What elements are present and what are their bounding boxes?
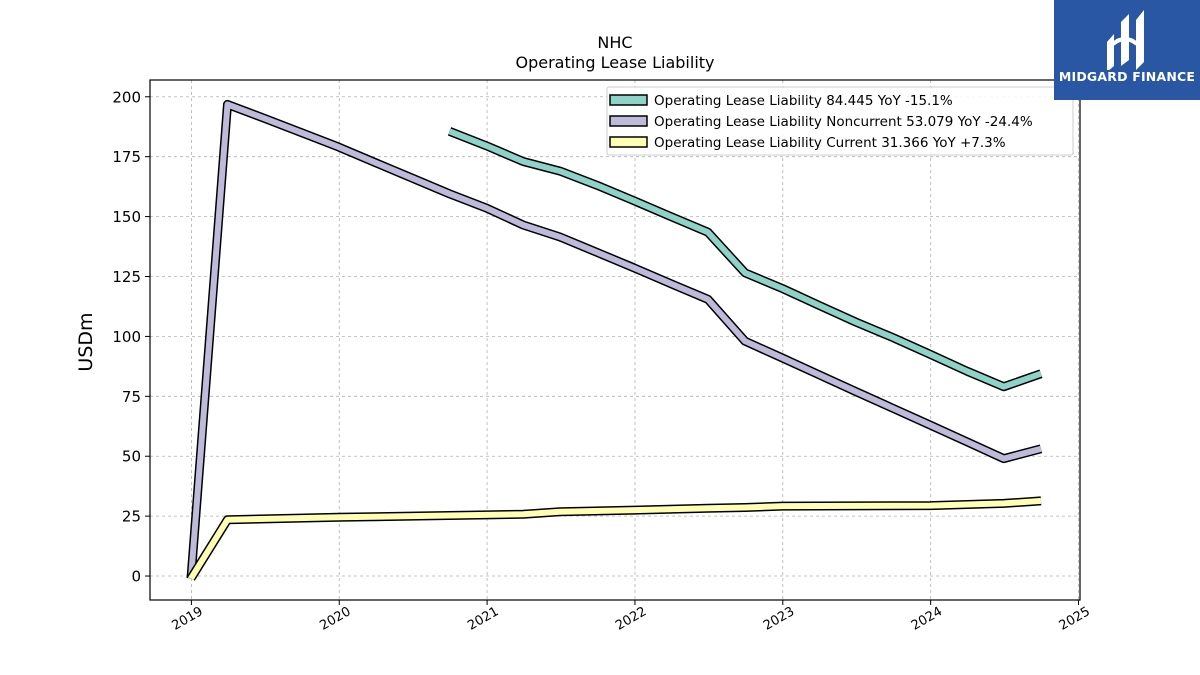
y-tick-label: 75 [122, 388, 141, 406]
y-tick-label: 150 [112, 208, 141, 226]
y-tick-label: 50 [122, 448, 141, 466]
legend-swatch-2 [609, 115, 648, 127]
chart-title: NHC [597, 33, 633, 52]
y-axis-label: USDm [75, 312, 97, 371]
plot-frame [149, 79, 1081, 601]
logo-mark-icon [1107, 10, 1144, 70]
series-line-1 [448, 128, 1042, 390]
logo-text: MIDGARD FINANCE [1058, 69, 1196, 84]
y-tick-label: 125 [112, 268, 141, 286]
y-tick-label: 0 [131, 568, 141, 586]
legend-swatch-3 [609, 136, 648, 148]
y-tick-label: 200 [112, 88, 141, 106]
y-tick-label: 175 [112, 148, 141, 166]
legend: Operating Lease Liability 84.445 YoY -15… [606, 86, 1074, 156]
y-axis-ticks: 0 25 50 75 100 125 150 175 200 [112, 88, 150, 586]
brand-logo: MIDGARD FINANCE [1054, 0, 1200, 100]
legend-box [606, 86, 1074, 156]
legend-entry-3: Operating Lease Liability Current 31.366… [654, 135, 1006, 151]
series-line-2 [188, 101, 1042, 579]
legend-swatch-1 [609, 94, 648, 106]
legend-entry-2: Operating Lease Liability Noncurrent 53.… [654, 114, 1033, 130]
y-tick-label: 100 [112, 328, 141, 346]
chart-subtitle: Operating Lease Liability [515, 53, 715, 72]
series-line-3 [188, 497, 1042, 580]
legend-entry-1: Operating Lease Liability 84.445 YoY -15… [654, 93, 953, 109]
y-tick-label: 25 [122, 508, 141, 526]
series-lines [186, 99, 1043, 581]
